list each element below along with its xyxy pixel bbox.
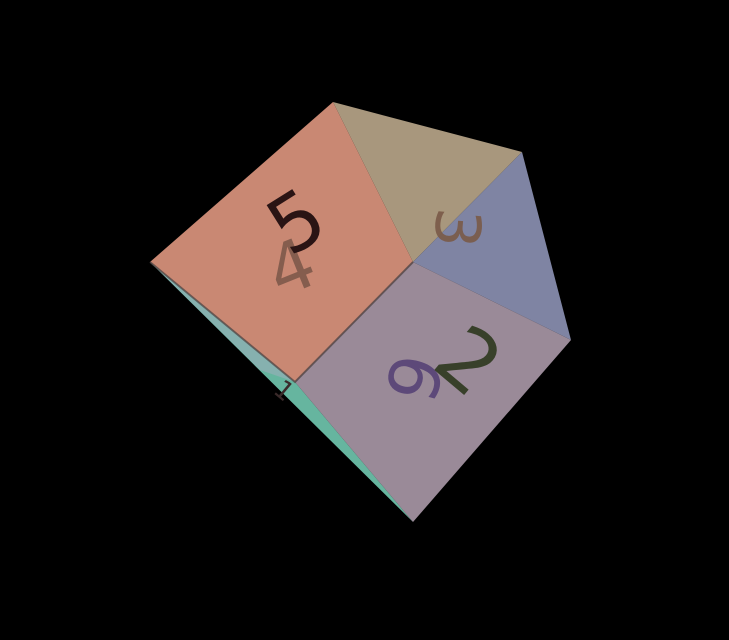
cube-face-right-side	[413, 152, 571, 340]
cube-face-bottom-front	[295, 262, 571, 522]
cube-face-bottom-left	[150, 262, 413, 522]
cube-face-left-front	[150, 102, 413, 382]
cube-face-label-3: 3	[419, 205, 495, 251]
cube-face-top-right	[333, 102, 522, 262]
cube-edge	[149, 261, 414, 384]
